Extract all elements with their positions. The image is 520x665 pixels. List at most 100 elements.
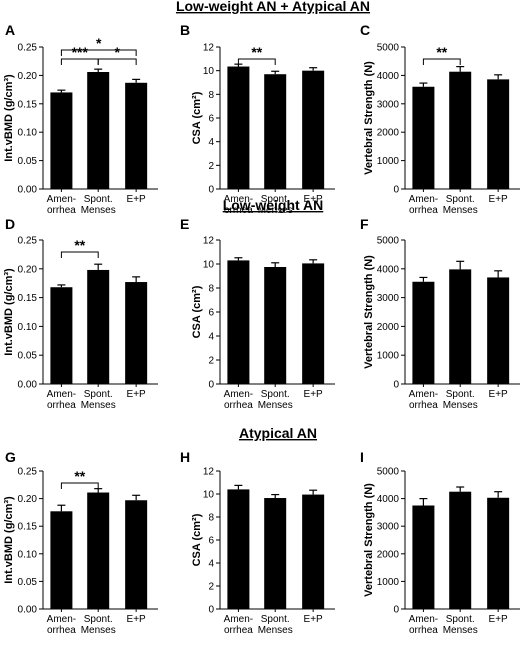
y-tick-label: 3000 — [377, 522, 400, 533]
y-tick-label: 2 — [208, 582, 214, 593]
y-tick-label: 0.05 — [18, 577, 38, 588]
y-tick-label: 0 — [393, 605, 399, 616]
bar — [50, 287, 73, 384]
x-tick-label: orrhea — [409, 400, 438, 411]
y-axis-label: Int.vBMD (g/cm³) — [3, 74, 15, 162]
x-tick-label: Amen- — [47, 194, 76, 205]
bar — [87, 269, 110, 384]
bar — [125, 82, 148, 189]
bar — [264, 498, 287, 609]
x-tick-label: orrhea — [47, 400, 76, 411]
x-tick-label: Spont. — [84, 614, 113, 625]
bar — [412, 281, 435, 384]
y-axis-label: Vertebral Strength (N) — [363, 483, 375, 597]
x-tick-label: Spont. — [261, 194, 290, 205]
y-axis-label: Vertebral Strength (N) — [363, 61, 375, 175]
x-tick-label: Menses — [258, 625, 293, 636]
y-tick-label: 3000 — [377, 293, 400, 304]
bar — [449, 491, 472, 609]
bar — [487, 497, 510, 609]
x-tick-label: Amen- — [47, 389, 76, 400]
y-tick-label: 0 — [393, 185, 399, 196]
y-tick-label: 2 — [208, 161, 214, 172]
bar — [87, 492, 110, 609]
x-tick-label: Spont. — [446, 194, 475, 205]
y-tick-label: 0.00 — [18, 185, 38, 196]
y-tick-label: 5000 — [377, 43, 400, 54]
y-tick-label: 0.25 — [18, 467, 38, 478]
y-tick-label: 0 — [208, 185, 214, 196]
significance-bracket — [237, 58, 276, 65]
panel-letter: G — [5, 449, 16, 465]
y-tick-label: 0.15 — [18, 99, 38, 110]
significance-label: *** — [72, 44, 89, 60]
y-tick-label: 0.10 — [18, 549, 38, 560]
y-tick-label: 4 — [208, 137, 214, 148]
x-tick-label: Amen- — [409, 614, 438, 625]
y-tick-label: 10 — [203, 490, 215, 501]
bar — [264, 74, 287, 189]
x-tick-label: Spont. — [446, 614, 475, 625]
significance-label: ** — [436, 44, 447, 60]
significance-bracket — [60, 49, 137, 56]
y-tick-label: 0.05 — [18, 351, 38, 362]
y-tick-label: 6 — [208, 308, 214, 319]
y-tick-label: 0.10 — [18, 322, 38, 333]
y-tick-label: 3000 — [377, 99, 400, 110]
y-tick-label: 0.25 — [18, 236, 38, 247]
bar — [125, 500, 148, 609]
x-tick-label: Spont. — [84, 389, 113, 400]
y-tick-label: 0.10 — [18, 128, 38, 139]
y-tick-label: 0.20 — [18, 71, 38, 82]
x-tick-label: Menses — [443, 205, 478, 216]
row-title: Low-weight AN + Atypical AN — [176, 0, 370, 14]
y-tick-label: 4 — [208, 559, 214, 570]
y-tick-label: 2 — [208, 356, 214, 367]
panel-letter: B — [180, 22, 190, 38]
y-tick-label: 4000 — [377, 494, 400, 505]
y-tick-label: 8 — [208, 513, 214, 524]
x-tick-label: orrhea — [47, 205, 76, 216]
y-tick-label: 0.25 — [18, 43, 38, 54]
significance-label: * — [96, 35, 102, 51]
x-tick-label: Spont. — [84, 194, 113, 205]
bar — [302, 263, 325, 384]
y-axis-label: Vertebral Strength (N) — [363, 255, 375, 369]
bar — [487, 79, 510, 189]
significance-bracket — [60, 482, 99, 489]
y-tick-label: 6 — [208, 114, 214, 125]
y-tick-label: 2000 — [377, 549, 400, 560]
y-tick-label: 8 — [208, 90, 214, 101]
x-tick-label: Amen- — [409, 389, 438, 400]
panel-letter: F — [360, 216, 369, 232]
x-tick-label: Menses — [443, 400, 478, 411]
y-tick-label: 4000 — [377, 264, 400, 275]
y-tick-label: 8 — [208, 284, 214, 295]
significance-bracket — [97, 58, 137, 65]
bar — [50, 511, 73, 609]
x-tick-label: Amen- — [224, 614, 253, 625]
y-tick-label: 4 — [208, 332, 214, 343]
panel-letter: E — [180, 216, 189, 232]
y-axis-label: CSA (cm²) — [191, 285, 203, 338]
x-tick-label: Amen- — [224, 194, 253, 205]
bar — [227, 489, 250, 609]
y-tick-label: 1000 — [377, 351, 400, 362]
x-tick-label: Menses — [81, 400, 116, 411]
y-tick-label: 0.15 — [18, 293, 38, 304]
bar — [302, 494, 325, 609]
significance-label: ** — [251, 44, 262, 60]
x-tick-label: Spont. — [261, 389, 290, 400]
panel-letter: D — [5, 216, 15, 232]
y-tick-label: 5000 — [377, 467, 400, 478]
x-tick-label: E+P — [304, 389, 324, 400]
y-tick-label: 0 — [208, 380, 214, 391]
x-tick-label: Menses — [443, 625, 478, 636]
bar — [264, 267, 287, 384]
x-tick-label: Menses — [81, 625, 116, 636]
y-tick-label: 0.00 — [18, 605, 38, 616]
y-tick-label: 12 — [203, 236, 215, 247]
y-axis-label: CSA (cm²) — [191, 91, 203, 144]
y-tick-label: 10 — [203, 66, 215, 77]
